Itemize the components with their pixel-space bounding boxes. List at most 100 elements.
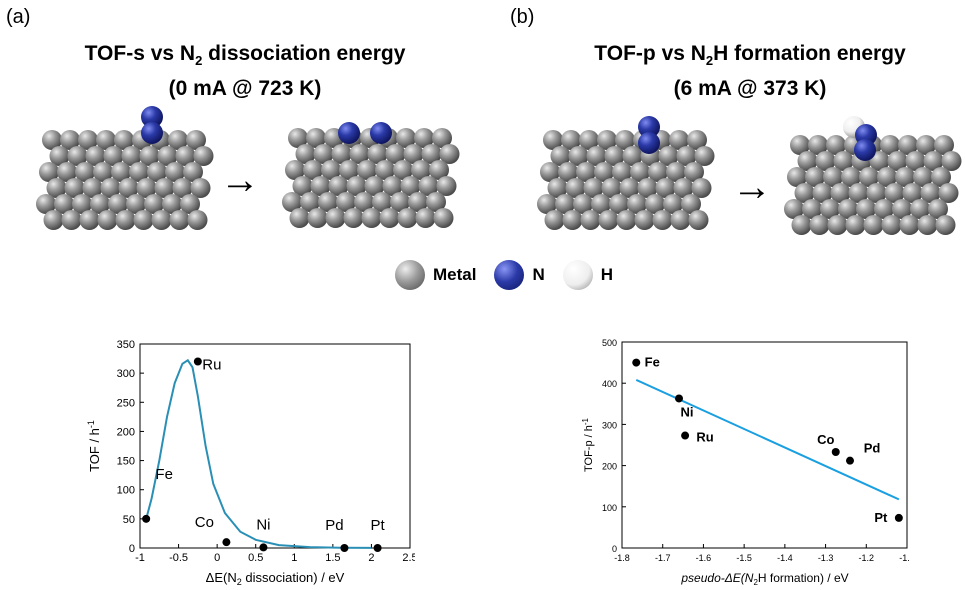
- legend-item-metal: Metal: [395, 260, 476, 290]
- chart-a-curve: [145, 358, 372, 549]
- metal-atom: [357, 160, 377, 180]
- metal-atom: [115, 210, 136, 230]
- metal-atom: [390, 192, 410, 212]
- metal-atom: [923, 151, 944, 171]
- panel-a-subtitle: (0 mA @ 723 K): [168, 77, 322, 101]
- metal-atom: [670, 210, 691, 230]
- metal-atom: [282, 192, 302, 212]
- metal-atom: [93, 162, 113, 182]
- metal-atom: [193, 146, 214, 166]
- metal-atom: [684, 162, 704, 182]
- metal-atom: [902, 183, 923, 203]
- metal-atom: [349, 144, 370, 164]
- metal-atom: [820, 199, 840, 219]
- metal-atom: [666, 162, 686, 182]
- metal-atom: [634, 210, 655, 230]
- metal-atom: [619, 178, 640, 198]
- metal-atom: [111, 162, 131, 182]
- metal-atom: [300, 192, 320, 212]
- y-tick-label: 400: [602, 379, 617, 389]
- y-tick-label: 0: [612, 544, 617, 554]
- data-point-pd: [340, 544, 349, 552]
- metal-atom: [880, 135, 900, 155]
- metal-atom: [877, 167, 897, 187]
- metal-atom: [547, 178, 568, 198]
- metal-atom: [583, 178, 604, 198]
- x-tick-label: -1.7: [655, 553, 671, 563]
- metal-atom: [186, 130, 206, 150]
- metal-atom: [809, 215, 830, 235]
- nitrogen-ball-icon: [494, 260, 525, 290]
- metal-atom: [830, 183, 851, 203]
- metal-atom: [397, 208, 418, 228]
- metal-atom: [797, 151, 818, 171]
- metal-atom: [393, 160, 413, 180]
- x-tick-label: -1: [135, 552, 145, 564]
- point-label-pt: Pt: [371, 517, 386, 534]
- metal-atom: [346, 176, 367, 196]
- data-point-co: [222, 538, 231, 547]
- metal-atom: [827, 215, 848, 235]
- data-point-fe: [142, 514, 151, 523]
- metal-atom: [884, 183, 905, 203]
- metal-atom: [144, 194, 164, 214]
- point-label-fe: Fe: [155, 466, 173, 483]
- metal-atom: [601, 178, 622, 198]
- data-point-ru: [193, 357, 202, 366]
- metal-atom: [151, 210, 172, 230]
- metal-atom: [292, 176, 313, 196]
- metal-atom: [691, 178, 712, 198]
- metal-atom: [139, 146, 160, 166]
- metal-atom: [580, 210, 601, 230]
- metal-atom: [687, 130, 707, 150]
- metal-atom: [859, 167, 879, 187]
- metal-atom: [126, 194, 146, 214]
- x-tick-label: -1.1: [899, 553, 910, 563]
- hydrogen-ball-icon: [562, 260, 593, 290]
- chart-a: -1 -0.5 0 0.5 1 1.5 2 2.5050100150200250300350 …: [86, 339, 415, 587]
- metal-atom: [562, 210, 583, 230]
- atomic-structures-illustration: → →: [36, 106, 962, 235]
- metal-atom: [336, 192, 356, 212]
- metal-atom: [916, 135, 936, 155]
- metal-atom: [414, 128, 434, 148]
- y-tick-label: 250: [117, 397, 135, 409]
- chart-b-frame: [621, 341, 908, 549]
- metal-atom: [42, 130, 62, 150]
- metal-atom: [598, 210, 619, 230]
- chart-b-xlabel: pseudo-ΔE(N2H formation) / eV: [680, 571, 848, 587]
- chart-a-ylabel: TOF / h-1: [86, 420, 102, 472]
- metal-atom: [928, 199, 948, 219]
- metal-atom: [331, 144, 352, 164]
- metal-atom: [805, 167, 825, 187]
- x-tick-label: -1.5: [736, 553, 752, 563]
- x-tick-label: -1.6: [696, 553, 712, 563]
- nitrogen-atom: [370, 122, 392, 144]
- metal-atom: [669, 130, 689, 150]
- metal-atom: [826, 135, 846, 155]
- metal-atom: [833, 151, 854, 171]
- metal-atom: [622, 146, 643, 166]
- metal-atom: [165, 162, 185, 182]
- metal-atom: [934, 135, 954, 155]
- metal-atom: [306, 128, 326, 148]
- metal-atom: [54, 194, 74, 214]
- metal-atom: [382, 176, 403, 196]
- metal-atom: [103, 146, 124, 166]
- metal-atom: [183, 162, 203, 182]
- metal-atom: [303, 160, 323, 180]
- metal-atom: [328, 176, 349, 196]
- metal-atom: [802, 199, 822, 219]
- metal-atom: [838, 199, 858, 219]
- metal-atom: [550, 146, 571, 166]
- metal-atom: [604, 146, 625, 166]
- metal-atom: [648, 162, 668, 182]
- metal-atom: [375, 160, 395, 180]
- metal-atom: [289, 208, 310, 228]
- metal-atom: [90, 194, 110, 214]
- nitrogen-atom: [638, 116, 660, 138]
- metal-slab: [282, 128, 460, 228]
- point-label-pd: Pd: [325, 517, 343, 534]
- metal-atom: [354, 192, 374, 212]
- metal-atom: [558, 162, 578, 182]
